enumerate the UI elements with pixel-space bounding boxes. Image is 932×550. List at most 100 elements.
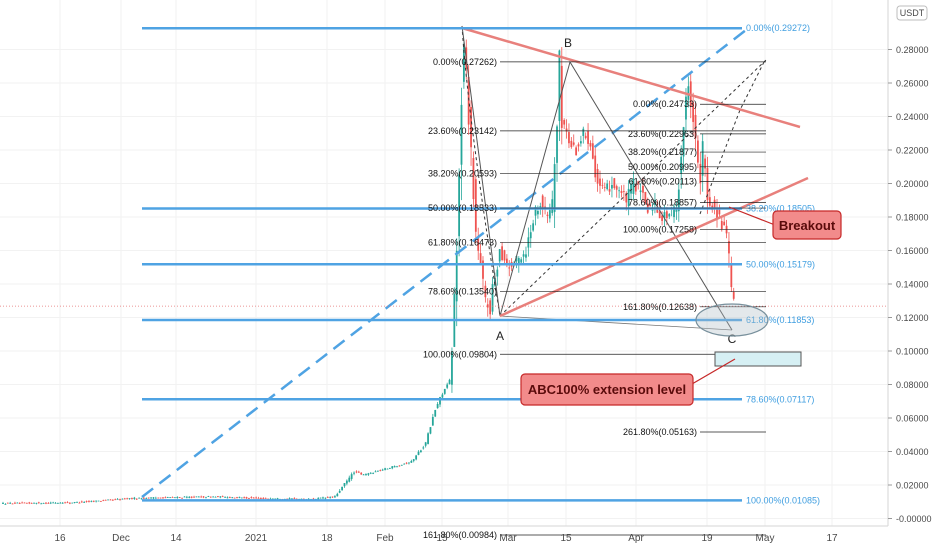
c-zone-ellipse: [695, 303, 769, 337]
candle-body: [596, 168, 599, 184]
candle-body: [183, 496, 186, 498]
candle-body: [498, 249, 501, 262]
candle-body: [682, 127, 685, 157]
candle-body: [575, 147, 578, 156]
candle-body: [427, 433, 429, 444]
candle-body: [90, 500, 93, 502]
candle-body: [412, 459, 415, 461]
candle-body: [42, 503, 45, 504]
candle-body: [202, 496, 205, 498]
candle-body: [539, 206, 542, 208]
candle-body: [673, 206, 675, 218]
candle-body: [632, 178, 635, 194]
candle-body: [455, 250, 458, 302]
abc-base-line: [499, 315, 733, 331]
candle-body: [121, 498, 124, 500]
candle-body: [23, 502, 26, 504]
candle-body: [420, 450, 422, 453]
candle-body: [565, 128, 568, 132]
candle-body: [28, 502, 31, 504]
candle-body: [484, 285, 487, 298]
currency-badge-box: [896, 5, 928, 21]
x-tick-label-2: 14: [170, 533, 182, 544]
candle-body: [107, 499, 109, 501]
candle-body: [568, 132, 570, 144]
retrace-fib-label-0: 0.00%(0.27262): [433, 57, 497, 67]
candle-body: [174, 497, 176, 499]
candle-body: [190, 496, 193, 498]
x-tick-label-11: May: [756, 533, 775, 544]
long-fib-label-2: 50.00%(0.15179): [746, 259, 815, 269]
candle-body: [584, 135, 587, 139]
candle-body: [436, 404, 439, 409]
candle-body: [45, 502, 47, 504]
candle-body: [482, 260, 484, 279]
candle-body: [458, 174, 461, 237]
candle-body: [517, 258, 520, 265]
candles: [2, 39, 735, 505]
candle-body: [334, 496, 336, 498]
candle-body: [377, 470, 379, 472]
candle-body: [365, 474, 367, 476]
x-tick-label-0: 16: [54, 533, 66, 544]
y-tick-label-7: 0.14000: [896, 280, 929, 290]
candle-body: [434, 410, 437, 417]
x-tick-label-5: Feb: [376, 533, 394, 544]
candle-body: [111, 499, 114, 501]
candle-body: [250, 497, 253, 499]
candle-body: [142, 497, 145, 499]
candle-body: [18, 503, 21, 505]
long-fib-label-1: 38.20%(0.18505): [746, 204, 815, 214]
candle-body: [560, 65, 563, 128]
candle-body: [212, 496, 215, 498]
candle-body: [589, 143, 592, 147]
candle-body: [76, 501, 78, 503]
candle-body: [658, 211, 661, 219]
candle-body: [169, 497, 172, 499]
candle-body: [551, 199, 554, 214]
candle-body: [68, 502, 71, 504]
candle-body: [185, 496, 188, 498]
candle-body: [441, 394, 444, 398]
candle-body: [147, 497, 150, 499]
y-tick-label-1: 0.26000: [896, 79, 929, 89]
candle-body: [162, 497, 164, 499]
candle-body: [83, 502, 86, 503]
y-tick-label-3: 0.22000: [896, 146, 929, 156]
candle-body: [529, 232, 532, 239]
y-tick-label-11: 0.06000: [896, 414, 929, 424]
candle-body: [396, 466, 398, 468]
candle-body: [181, 497, 183, 499]
candle-body: [393, 466, 396, 468]
candle-body: [100, 501, 102, 502]
candle-body: [608, 189, 611, 192]
candle-body: [625, 193, 628, 203]
recent-fib-label-7: 161.80%(0.12638): [623, 302, 697, 312]
candle-body: [357, 471, 360, 473]
candle-body: [508, 267, 511, 269]
candle-body: [11, 503, 14, 505]
candle-body: [85, 501, 88, 503]
currency-badge[interactable]: USDT: [896, 5, 928, 21]
candle-body: [467, 76, 470, 125]
candle-body: [262, 498, 265, 499]
triangle-upper-line: [461, 26, 801, 129]
candle-body: [706, 167, 709, 201]
candle-body: [66, 502, 69, 504]
candle-body: [329, 497, 332, 498]
candle-body: [104, 499, 107, 501]
candle-body: [326, 497, 329, 498]
candle-body: [572, 142, 575, 145]
candle-body: [102, 500, 105, 502]
long-fib-label-3: 61.80%(0.11853): [746, 315, 814, 325]
candle-body: [59, 502, 62, 504]
long-fib-label-0: 0.00%(0.29272): [746, 23, 810, 33]
retrace-fib-label-1: 23.60%(0.23142): [428, 126, 497, 136]
candle-body: [123, 498, 126, 500]
candle-body: [718, 208, 721, 215]
candle-body: [651, 209, 654, 211]
candle-body: [570, 140, 573, 148]
candle-body: [276, 498, 279, 500]
candle-body: [448, 379, 451, 385]
